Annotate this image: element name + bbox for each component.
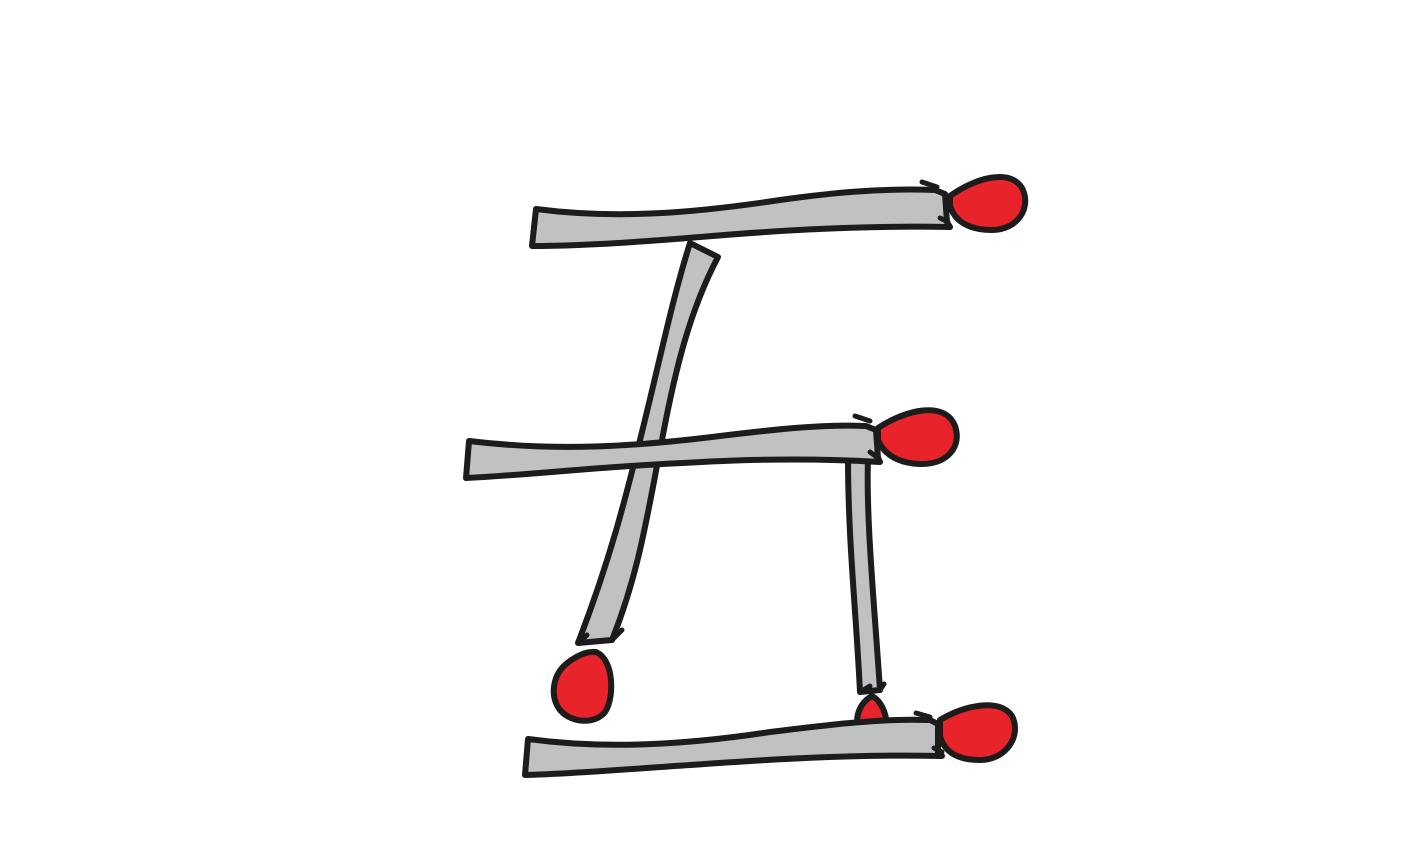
match-middle-horizontal-head	[875, 407, 960, 467]
match-diagonal-head	[550, 648, 615, 724]
match-short-vertical	[845, 455, 890, 740]
match-middle-horizontal	[463, 407, 960, 481]
match-top-horizontal-stick	[529, 186, 953, 249]
match-top-horizontal	[529, 173, 1029, 249]
match-short-vertical-stick	[845, 455, 883, 695]
match-top-horizontal-head	[947, 173, 1029, 233]
match-middle-horizontal-stick	[463, 422, 883, 481]
match-diagonal	[550, 240, 721, 724]
match-bottom-horizontal-stick	[522, 716, 945, 778]
match-bottom-horizontal	[522, 702, 1018, 778]
match-bottom-horizontal-head	[937, 702, 1018, 763]
